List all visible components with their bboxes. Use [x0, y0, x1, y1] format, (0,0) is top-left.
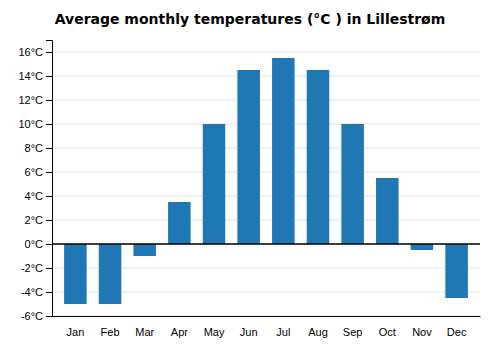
bar: [99, 244, 122, 304]
y-tick-mark: [46, 316, 52, 317]
x-tick-label: Oct: [379, 326, 396, 338]
y-tick: 8°C: [25, 142, 52, 154]
bar: [445, 244, 468, 298]
y-tick-label: 16°C: [18, 46, 43, 58]
y-tick-label: 6°C: [25, 166, 44, 178]
chart: -6°C -4°C -2°C 0°C 2°C 4°C 6°C 8°C 10°C 12°C 14°C 1…: [0, 0, 500, 350]
y-axis: -6°C -4°C -2°C 0°C 2°C 4°C 6°C 8°C 10°C 12°C 14°C 1…: [18, 41, 52, 323]
x-tick: Jun: [240, 326, 258, 338]
x-axis: Jan Feb Mar Apr May Jun Jul Aug Sep Oct Nov Dec: [53, 317, 481, 339]
bar: [133, 244, 156, 256]
bar: [376, 178, 399, 244]
y-tick-mark: [46, 124, 52, 125]
y-tick-label: -6°C: [21, 310, 43, 322]
y-tick-label: -2°C: [21, 262, 43, 274]
y-tick: -2°C: [21, 262, 52, 274]
y-tick-mark: [46, 172, 52, 173]
bar: [307, 70, 330, 244]
x-tick-label: Mar: [135, 326, 154, 338]
y-tick-label: 10°C: [18, 118, 43, 130]
y-tick: -6°C: [21, 310, 52, 322]
y-tick: 12°C: [18, 94, 52, 106]
grid-line: [52, 172, 480, 173]
x-tick-label: Jun: [240, 326, 258, 338]
y-tick-mark: [46, 52, 52, 53]
grid-line: [52, 244, 480, 245]
x-tick: Aug: [308, 326, 328, 338]
x-tick: Nov: [412, 326, 432, 338]
grid-line: [52, 196, 480, 197]
y-tick-label: 0°C: [25, 238, 44, 250]
bar: [237, 70, 260, 244]
bar: [272, 58, 295, 244]
x-tick-label: Jan: [67, 326, 85, 338]
y-tick-label: -4°C: [21, 286, 43, 298]
x-tick: Mar: [135, 326, 154, 338]
grid-line: [52, 124, 480, 125]
y-axis-line: [46, 41, 53, 317]
x-tick: Apr: [171, 326, 188, 338]
plot: -6°C -4°C -2°C 0°C 2°C 4°C 6°C 8°C 10°C 12°C 14°C 1…: [18, 41, 480, 339]
y-tick: 14°C: [18, 70, 52, 82]
y-tick-label: 2°C: [25, 214, 44, 226]
y-tick-label: 4°C: [25, 190, 44, 202]
y-tick: 0°C: [25, 238, 52, 250]
y-tick-mark: [46, 196, 52, 197]
y-tick-label: 12°C: [18, 94, 43, 106]
x-tick: Oct: [379, 326, 396, 338]
x-tick: Sep: [343, 326, 363, 338]
grid: [52, 52, 480, 316]
y-tick-mark: [46, 100, 52, 101]
x-tick: Dec: [447, 326, 467, 338]
y-tick-mark: [46, 76, 52, 77]
zero-line: [52, 243, 480, 245]
x-tick-label: Jul: [276, 326, 290, 338]
grid-line: [52, 76, 480, 77]
y-tick-label: 8°C: [25, 142, 44, 154]
x-tick: Jul: [276, 326, 290, 338]
x-tick: May: [204, 326, 225, 338]
x-tick-label: Nov: [412, 326, 432, 338]
grid-line: [52, 100, 480, 101]
bar: [168, 202, 191, 244]
x-tick-label: Feb: [101, 326, 120, 338]
grid-line: [52, 148, 480, 149]
y-tick: 4°C: [25, 190, 52, 202]
title: Average monthly temperatures (°C ) in Li…: [55, 11, 446, 27]
x-tick-label: Sep: [343, 326, 363, 338]
y-tick: -4°C: [21, 286, 52, 298]
y-tick-mark: [46, 220, 52, 221]
bar: [411, 244, 434, 250]
grid-line: [52, 316, 480, 317]
bar: [341, 124, 364, 244]
grid-line: [52, 220, 480, 221]
bar: [203, 124, 226, 244]
bars: [64, 58, 468, 304]
x-tick: Feb: [101, 326, 120, 338]
bar: [64, 244, 87, 304]
grid-line: [52, 52, 480, 53]
y-tick-mark: [46, 148, 52, 149]
x-axis-line: [53, 316, 481, 317]
y-tick: 16°C: [18, 46, 52, 58]
x-tick-label: Apr: [171, 326, 188, 338]
y-tick: 10°C: [18, 118, 52, 130]
y-tick-mark: [46, 244, 52, 245]
x-tick-label: May: [204, 326, 225, 338]
y-tick-mark: [46, 268, 52, 269]
y-tick: 6°C: [25, 166, 52, 178]
y-tick: 2°C: [25, 214, 52, 226]
x-tick: Jan: [67, 326, 85, 338]
y-tick-mark: [46, 292, 52, 293]
x-tick-label: Aug: [308, 326, 328, 338]
x-tick-label: Dec: [447, 326, 467, 338]
y-tick-label: 14°C: [18, 70, 43, 82]
